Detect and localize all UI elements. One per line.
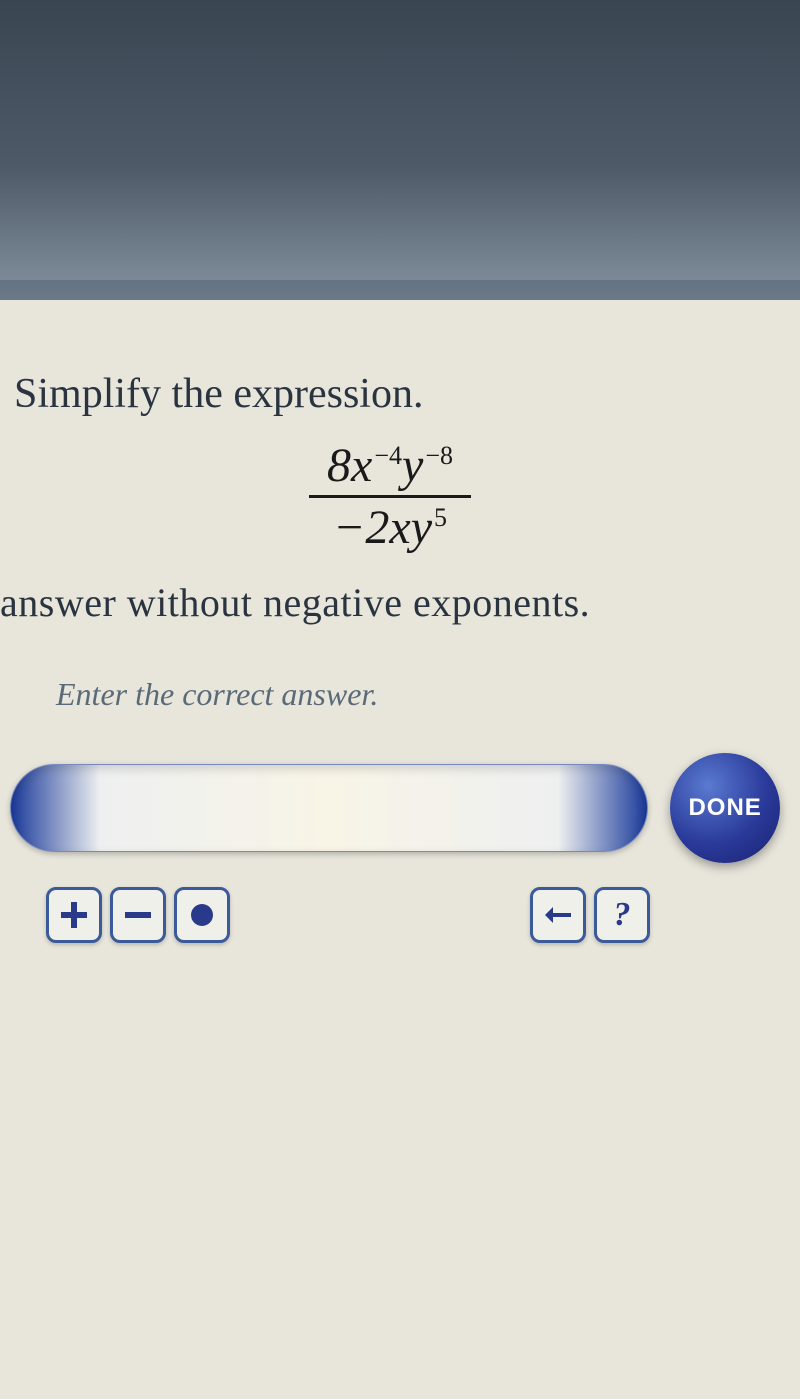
den-coef: −2	[333, 501, 389, 554]
plus-icon[interactable]	[46, 887, 102, 943]
den-var-y: y	[411, 501, 432, 554]
tool-group-left	[46, 887, 230, 943]
num-var-x: x	[351, 439, 372, 492]
num-exp-x: −4	[374, 441, 402, 470]
tool-group-right: ?	[530, 887, 650, 943]
num-coef: 8	[327, 439, 351, 492]
done-button[interactable]: DONE	[670, 753, 780, 863]
answer-row: DONE	[10, 753, 780, 863]
enter-prompt: Enter the correct answer.	[56, 676, 780, 713]
den-exp-y: 5	[434, 503, 447, 532]
dot-icon[interactable]	[174, 887, 230, 943]
question-title: Simplify the expression.	[14, 370, 780, 418]
num-var-y: y	[402, 439, 423, 492]
math-toolbelt: ?	[46, 887, 650, 943]
denominator: −2xy5	[309, 498, 471, 557]
fraction: 8x−4y−8 −2xy5	[309, 436, 471, 557]
numerator: 8x−4y−8	[309, 436, 471, 498]
answer-input[interactable]	[10, 764, 648, 852]
window-top-bar	[0, 0, 800, 280]
help-icon[interactable]: ?	[594, 887, 650, 943]
backspace-icon[interactable]	[530, 887, 586, 943]
num-exp-y: −8	[425, 441, 453, 470]
den-var-x: x	[389, 501, 410, 554]
minus-icon[interactable]	[110, 887, 166, 943]
question-instruction: answer without negative exponents.	[0, 579, 780, 626]
question-panel: Simplify the expression. 8x−4y−8 −2xy5 a…	[0, 300, 800, 1399]
expression-fraction: 8x−4y−8 −2xy5	[180, 436, 600, 557]
